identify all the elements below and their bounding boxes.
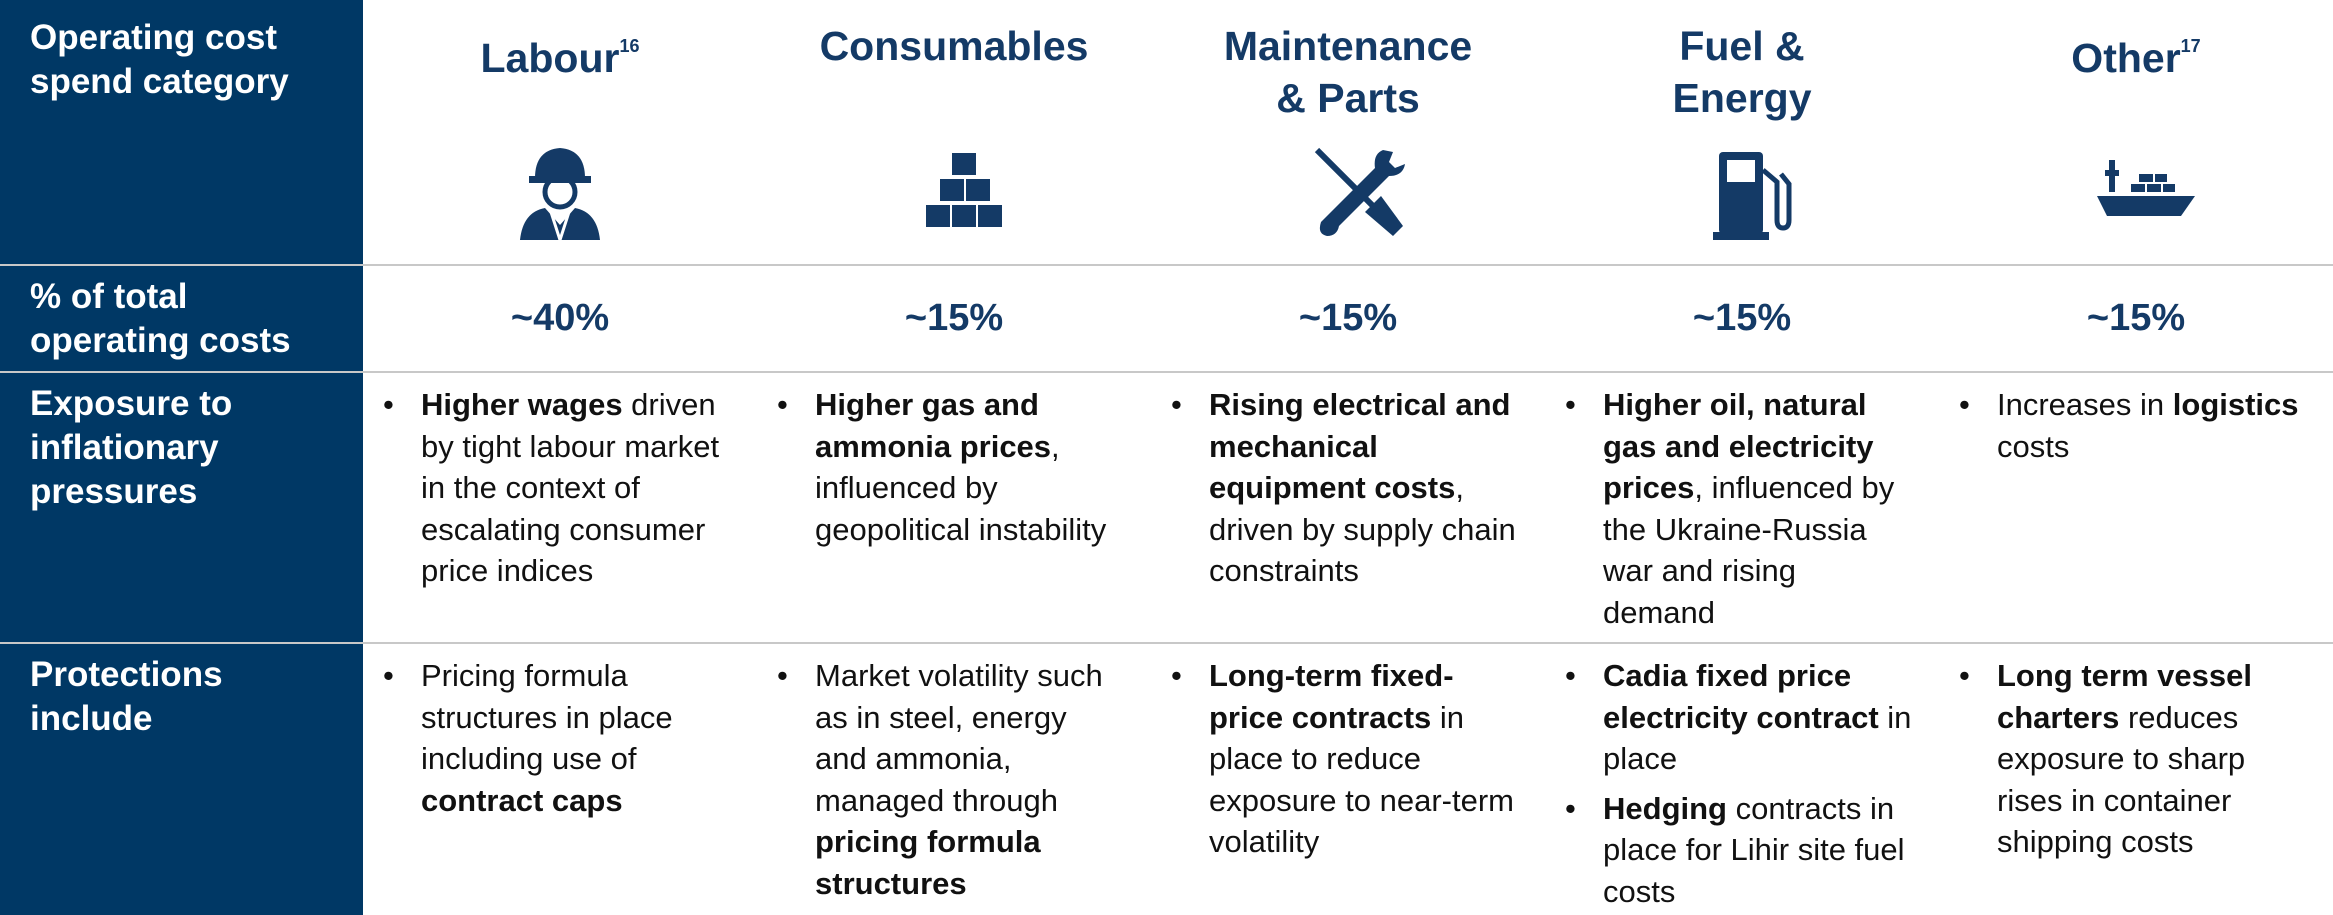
exposure-cell: Higher wages driven by tight labour mark… (381, 384, 731, 600)
footnote-ref: 16 (619, 36, 640, 56)
row-label: Protections include (30, 655, 223, 738)
bullet: Higher oil, natural gas and electricity … (1563, 384, 1913, 633)
bullet: Increases in logistics costs (1957, 384, 2307, 467)
protection-cell: Market volatility such as in steel, ener… (775, 655, 1125, 912)
row-divider (0, 264, 2333, 266)
cost-share: ~15% (904, 297, 1004, 339)
protection-cell: Long-term fixed-price contracts in place… (1169, 655, 1519, 871)
column-header: Other17 (1939, 20, 2333, 84)
text-run: Hedging (1603, 790, 1727, 826)
row-label: Operating cost spend category (30, 18, 289, 101)
header-text: & Parts (1276, 75, 1420, 121)
text-run: Long term vessel charters (1997, 658, 2252, 735)
header-text: Energy (1672, 75, 1812, 121)
text-run: in place to reduce exposure to near-term… (1209, 699, 1514, 860)
text-run: Pricing formula structures in place incl… (421, 658, 673, 776)
header-line: Fuel & (1545, 20, 1939, 72)
tools-icon (1314, 147, 1405, 236)
bullet: Cadia fixed price electricity contract i… (1563, 655, 1913, 780)
protection-cell: Cadia fixed price electricity contract i… (1563, 655, 1913, 915)
column-header: Consumables (757, 20, 1151, 72)
header-line: Energy (1545, 72, 1939, 124)
bullet: Hedging contracts in place for Lihir sit… (1563, 788, 1913, 913)
text-run: pricing formula structures (815, 824, 1041, 901)
header-text: Labour (480, 35, 620, 81)
cost-share: ~15% (2086, 297, 2186, 339)
text-run: in place (1603, 699, 1912, 777)
cost-share: ~40% (510, 297, 610, 339)
row-divider (0, 642, 2333, 644)
text-run: reduces exposure to sharp rises in conta… (1997, 699, 2246, 860)
row-label: % of total operating costs (30, 277, 291, 360)
row-label: Exposure to inflationary pressures (30, 384, 233, 511)
text-run: , influenced by the Ukraine-Russia war a… (1603, 470, 1895, 630)
bullet: Market volatility such as in steel, ener… (775, 655, 1125, 904)
text-run: costs (1997, 428, 2070, 464)
header-text: Other (2071, 35, 2181, 81)
bullet: Long-term fixed-price contracts in place… (1169, 655, 1519, 863)
text-run: driven by tight labour market in the con… (421, 387, 720, 588)
text-run: Cadia fixed price electricity contract (1603, 658, 1879, 735)
cost-share: ~15% (1298, 297, 1398, 339)
protection-cell: Long term vessel charters reduces exposu… (1957, 655, 2307, 871)
boxes-icon (924, 151, 1004, 229)
exposure-cell: Rising electrical and mechanical equipme… (1169, 384, 1519, 600)
bullet: Long term vessel charters reduces exposu… (1957, 655, 2307, 863)
exposure-cell: Higher oil, natural gas and electricity … (1563, 384, 1913, 641)
bullet: Pricing formula structures in place incl… (381, 655, 731, 821)
header-line: Consumables (757, 20, 1151, 72)
footnote-ref: 17 (2180, 36, 2201, 56)
text-run: Higher oil, natural gas and electricity … (1603, 387, 1874, 505)
bullet: Rising electrical and mechanical equipme… (1169, 384, 1519, 592)
row-divider (0, 371, 2333, 373)
text-run: , driven by supply chain constraints (1209, 470, 1516, 588)
text-run: , influenced by geopolitical instability (815, 428, 1107, 547)
cost-share: ~15% (1692, 297, 1792, 339)
fuel-pump-icon (1713, 152, 1792, 240)
text-run: contract caps (421, 782, 623, 818)
text-run: logistics (2172, 387, 2299, 422)
header-text: Fuel & (1679, 23, 1805, 69)
text-run: Long-term fixed-price contracts (1209, 658, 1454, 735)
exposure-cell: Increases in logistics costs (1957, 384, 2307, 475)
text-run: Higher wages (421, 387, 623, 422)
ship-icon (2097, 160, 2195, 216)
header-text: Consumables (819, 23, 1089, 69)
bullet: Higher gas and ammonia prices, influence… (775, 384, 1125, 550)
text-run: Rising electrical and mechanical equipme… (1209, 387, 1511, 505)
bullet: Higher wages driven by tight labour mark… (381, 384, 731, 592)
header-line: Other17 (1939, 20, 2333, 84)
column-header: Fuel & Energy (1545, 20, 1939, 124)
exposure-cell: Higher gas and ammonia prices, influence… (775, 384, 1125, 558)
text-run: Market volatility such as in steel, ener… (815, 658, 1103, 818)
protection-cell: Pricing formula structures in place incl… (381, 655, 731, 829)
header-line: Maintenance (1151, 20, 1545, 72)
header-line: & Parts (1151, 72, 1545, 124)
header-text: Maintenance (1223, 23, 1473, 69)
text-run: Increases in (1997, 387, 2173, 422)
column-header: Labour16 (363, 20, 757, 84)
text-run: Higher gas and ammonia prices (815, 387, 1052, 464)
worker-icon (520, 148, 600, 245)
label-column (0, 0, 363, 915)
header-line: Labour16 (363, 20, 757, 84)
text-run: contracts in place for Lihir site fuel c… (1603, 790, 1905, 909)
column-header: Maintenance & Parts (1151, 20, 1545, 124)
